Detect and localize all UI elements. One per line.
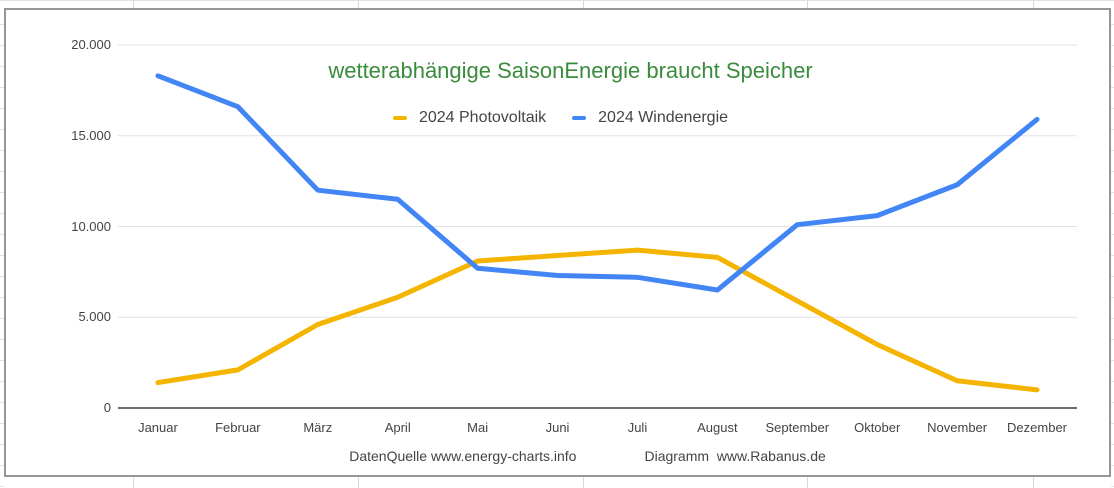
- x-tick-label: Juli: [627, 420, 648, 435]
- x-tick-label: Februar: [215, 420, 261, 435]
- cell-border: [583, 477, 584, 488]
- y-tick-label: 20.000: [71, 37, 111, 52]
- x-tick-label: Dezember: [1007, 420, 1068, 435]
- x-tick-label: Oktober: [854, 420, 901, 435]
- x-tick-label: November: [927, 420, 988, 435]
- photovoltaik-line-swatch-icon: [392, 116, 407, 120]
- cell-border: [1033, 1, 1034, 9]
- cell-border: [807, 477, 808, 488]
- legend-label-windenergie: 2024 Windenergie: [598, 109, 729, 126]
- x-tick-label: Januar: [138, 420, 178, 435]
- cell-border: [1033, 477, 1034, 488]
- cell-border: [133, 477, 134, 488]
- x-tick-label: April: [384, 420, 411, 435]
- cell-border: [583, 1, 584, 9]
- chart-canvas[interactable]: wetterabhängige SaisonEnergie braucht Sp…: [4, 8, 1111, 477]
- x-tick-label: März: [303, 420, 333, 435]
- axis-footer: DatenQuelle www.energy-charts.info Diagr…: [4, 448, 1111, 464]
- legend-item-windenergie: 2024 Windenergie: [572, 109, 728, 127]
- data-source-note: DatenQuelle www.energy-charts.info: [349, 448, 577, 464]
- y-tick-label: 5.000: [78, 309, 111, 325]
- x-tick-label: Mai: [467, 420, 489, 435]
- spreadsheet-column-left: [0, 0, 4, 488]
- x-tick-label: Juni: [545, 420, 570, 435]
- spreadsheet-column-right: [1111, 0, 1114, 488]
- x-tick-label: September: [765, 420, 830, 435]
- cell-border: [358, 477, 359, 488]
- spreadsheet-row-bottom: [0, 477, 1114, 488]
- chart-title: wetterabhängige SaisonEnergie braucht Sp…: [328, 58, 813, 83]
- windenergie-line-swatch-icon: [572, 116, 587, 120]
- line-chart-plot: [118, 44, 1077, 409]
- chart-legend: 2024 Photovoltaik 2024 Windenergie: [4, 108, 1111, 128]
- spreadsheet-row-top: [0, 0, 1114, 9]
- y-tick-label: 15.000: [71, 127, 111, 143]
- legend-item-photovoltaik: 2024 Photovoltaik: [392, 109, 547, 127]
- diagram-author-note: Diagramm www.Rabanus.de: [644, 448, 826, 464]
- cell-border: [358, 1, 359, 9]
- legend-label-photovoltaik: 2024 Photovoltaik: [418, 109, 547, 126]
- y-tick-label: 0: [103, 400, 111, 415]
- y-tick-label: 10.000: [71, 218, 111, 234]
- cell-border: [133, 1, 134, 9]
- x-tick-label: August: [697, 420, 738, 435]
- cell-border: [807, 1, 808, 9]
